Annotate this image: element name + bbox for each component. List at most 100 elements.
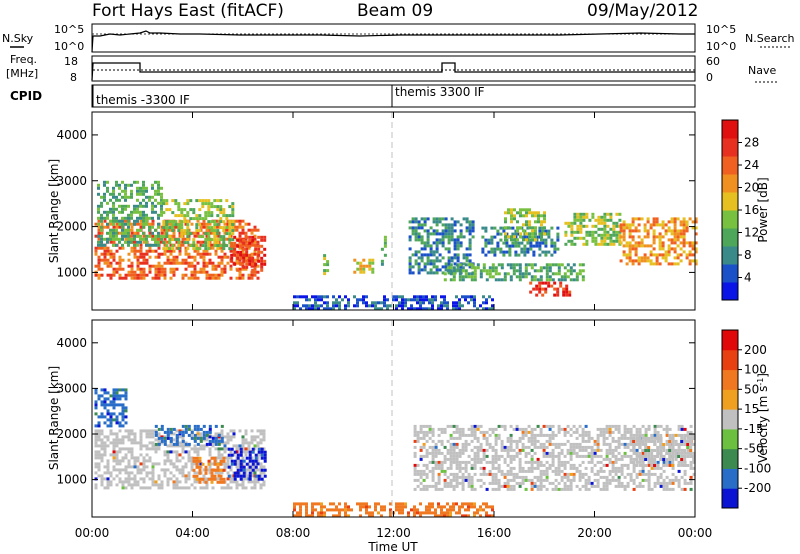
power-panel: 1000 2000 3000 4000 Slant Range [km] bbox=[47, 111, 698, 311]
sky-panel: N.Sky 10^5 10^0 10^5 10^0 N.Search bbox=[2, 23, 795, 53]
scatter-region bbox=[227, 447, 267, 481]
colorbar-segment bbox=[722, 428, 738, 450]
xtick-label: 00:00 bbox=[678, 526, 713, 540]
colorbar-segment bbox=[722, 192, 738, 211]
freq-trace bbox=[91, 62, 695, 81]
power-yticks: 1000 2000 3000 4000 bbox=[56, 128, 695, 279]
freq-tick-low: 8 bbox=[70, 71, 77, 84]
xtick-label: 04:00 bbox=[175, 526, 210, 540]
nsearch-label: N.Search bbox=[745, 32, 795, 45]
velocity-data bbox=[94, 388, 696, 518]
cbar-tick-label: 100 bbox=[744, 363, 767, 377]
colorbar-segment bbox=[722, 138, 738, 157]
velocity-ylabel: Slant Range [km] bbox=[47, 366, 61, 470]
date-title: 09/May/2012 bbox=[587, 1, 699, 21]
velocity-colorbar: 200 100 50 15 -15 -50 -100 -200 Velocity [m s-1… bbox=[721, 329, 771, 509]
cbar-tick-label: 24 bbox=[744, 158, 759, 172]
cpid-program-2: themis 3300 IF bbox=[395, 85, 485, 99]
scatter-region bbox=[293, 502, 494, 518]
freq-panel: Freq. [MHz] 18 8 60 0 Nave bbox=[6, 53, 778, 84]
colorbar-segment bbox=[722, 468, 738, 489]
ytick-label: 4000 bbox=[56, 128, 87, 142]
scatter-region bbox=[293, 295, 494, 311]
scatter-region bbox=[353, 258, 375, 274]
scatter-region bbox=[504, 208, 546, 242]
beam-title: Beam 09 bbox=[357, 1, 433, 21]
nave-tick-high: 60 bbox=[706, 55, 720, 68]
cbar-tick-label: 15 bbox=[744, 402, 759, 416]
cpid-label: CPID bbox=[10, 89, 42, 103]
cbar-tick-label: -100 bbox=[744, 461, 771, 475]
cbar-tick-label: -200 bbox=[744, 481, 771, 495]
scatter-region bbox=[94, 388, 128, 428]
velocity-panel: 1000 2000 3000 4000 Slant Range [km] bbox=[47, 319, 696, 518]
station-title: Fort Hays East (fitACF) bbox=[92, 1, 284, 21]
nsky-trace bbox=[91, 30, 695, 53]
scatter-region bbox=[97, 180, 163, 247]
colorbar-segment bbox=[722, 448, 738, 469]
scatter-region bbox=[230, 235, 267, 272]
cbar-tick-label: 4 bbox=[744, 271, 752, 285]
sky-tick-high-right: 10^5 bbox=[706, 23, 736, 36]
scatter-region bbox=[380, 235, 387, 266]
colorbar-segment bbox=[722, 210, 738, 229]
colorbar-segment bbox=[722, 349, 738, 371]
time-axis-label: Time UT bbox=[367, 540, 418, 554]
colorbar-segment bbox=[722, 330, 738, 351]
nave-label: Nave bbox=[748, 64, 776, 77]
scatter-region bbox=[162, 199, 235, 251]
colorbar-segment bbox=[722, 174, 738, 193]
scatter-region bbox=[481, 226, 560, 257]
colorbar-segment bbox=[722, 389, 738, 410]
power-data bbox=[94, 180, 698, 311]
sky-tick-low-left: 10^0 bbox=[54, 40, 84, 53]
colorbar-segment bbox=[722, 282, 738, 301]
scatter-region bbox=[413, 424, 696, 491]
cbar-tick-label: -50 bbox=[744, 442, 764, 456]
cbar-tick-label: 50 bbox=[744, 382, 759, 396]
ytick-label: 2000 bbox=[56, 220, 87, 234]
freq-label-line2: [MHz] bbox=[6, 67, 38, 80]
cbar-tick-label: 16 bbox=[744, 203, 759, 217]
xtick-label: 16:00 bbox=[477, 526, 512, 540]
scatter-region bbox=[192, 456, 226, 484]
colorbar-segment bbox=[722, 156, 738, 175]
power-ylabel: Slant Range [km] bbox=[47, 159, 61, 263]
freq-label-line1: Freq. bbox=[10, 53, 37, 66]
xtick-label: 12:00 bbox=[376, 526, 411, 540]
nsky-label: N.Sky bbox=[2, 32, 34, 45]
ytick-label: 2000 bbox=[56, 427, 87, 441]
scatter-region bbox=[154, 424, 224, 446]
sky-tick-high-left: 10^5 bbox=[54, 23, 84, 36]
ytick-label: 3000 bbox=[56, 381, 87, 395]
xtick-label: 08:00 bbox=[276, 526, 311, 540]
ytick-label: 1000 bbox=[56, 265, 87, 279]
scatter-region bbox=[408, 217, 475, 275]
scatter-region bbox=[619, 217, 698, 266]
cbar-tick-label: 8 bbox=[744, 248, 752, 262]
colorbar-segment bbox=[722, 246, 738, 265]
xtick-label: 00:00 bbox=[75, 526, 110, 540]
scatter-region bbox=[529, 281, 572, 297]
scatter-region bbox=[564, 212, 622, 246]
colorbar-segment bbox=[722, 409, 738, 430]
colorbar-segment bbox=[722, 488, 738, 509]
nave-tick-low: 0 bbox=[706, 71, 713, 84]
cpid-panel: CPID themis -3300 IF themis 3300 IF bbox=[10, 84, 696, 108]
velocity-cbar-label: Velocity [m s-1] bbox=[756, 373, 770, 463]
colorbar-segment bbox=[722, 228, 738, 247]
ytick-label: 3000 bbox=[56, 174, 87, 188]
colorbar-segment bbox=[722, 369, 738, 390]
power-colorbar: 4 8 12 16 20 24 28 Power [dB] bbox=[721, 119, 770, 301]
power-cbar-label: Power [dB] bbox=[756, 177, 770, 242]
sky-tick-low-right: 10^0 bbox=[706, 40, 736, 53]
colorbar-segment bbox=[722, 120, 738, 139]
scatter-region bbox=[323, 254, 330, 276]
velocity-yticks: 1000 2000 3000 4000 bbox=[56, 336, 695, 487]
xtick-label: 20:00 bbox=[577, 526, 612, 540]
cbar-tick-label: -15 bbox=[744, 422, 764, 436]
cbar-tick-label: 200 bbox=[744, 343, 767, 357]
scatter-region bbox=[632, 434, 696, 467]
cbar-tick-label: 28 bbox=[744, 136, 759, 150]
